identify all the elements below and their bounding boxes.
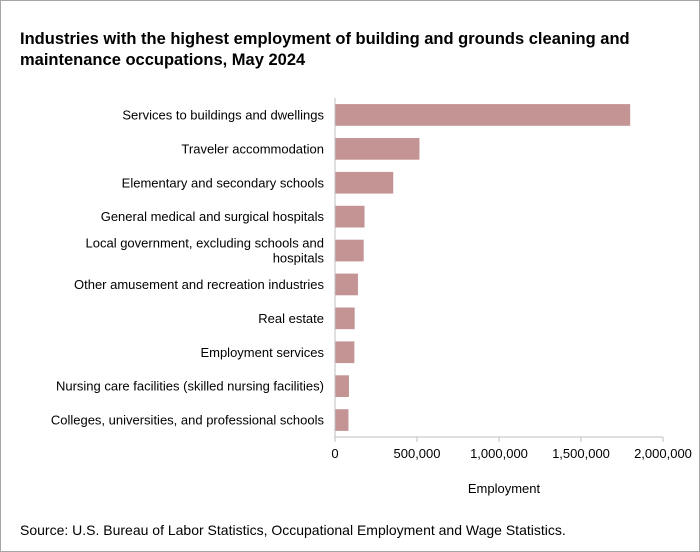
category-label: Local government, excluding schools and <box>86 236 324 251</box>
category-label: Nursing care facilities (skilled nursing… <box>56 379 324 394</box>
x-ticks-group: 0 500,000 1,000,000 1,500,000 2,000,000 <box>331 437 692 461</box>
category-label: Elementary and secondary schools <box>122 175 325 190</box>
x-tick-label: 1,000,000 <box>470 446 528 461</box>
bar <box>335 375 349 397</box>
chart-title: Industries with the highest employment o… <box>20 30 630 69</box>
x-tick-label: 0 <box>331 446 338 461</box>
category-label: hospitals <box>273 251 325 266</box>
bar <box>335 307 355 330</box>
bar <box>335 171 394 194</box>
bar <box>335 273 358 296</box>
category-label: Real estate <box>258 311 324 326</box>
bars-group <box>335 104 631 431</box>
bar <box>335 409 349 431</box>
bar <box>335 205 365 228</box>
source-note: Source: U.S. Bureau of Labor Statistics,… <box>20 522 566 538</box>
x-tick-label: 2,000,000 <box>634 446 692 461</box>
bar <box>335 239 364 262</box>
x-axis-title: Employment <box>468 481 541 496</box>
bar <box>335 104 631 126</box>
category-labels-group: Services to buildings and dwellings Trave… <box>51 107 325 427</box>
bar <box>335 138 420 160</box>
x-tick-label: 1,500,000 <box>552 446 610 461</box>
category-label: Services to buildings and dwellings <box>122 107 324 122</box>
category-label: General medical and surgical hospitals <box>101 209 325 224</box>
x-tick-label: 500,000 <box>394 446 441 461</box>
category-label: Colleges, universities, and professional… <box>51 413 325 428</box>
category-label: Other amusement and recreation industrie… <box>74 277 325 292</box>
category-label: Employment services <box>200 345 324 360</box>
bar <box>335 341 355 364</box>
category-label: Traveler accommodation <box>181 141 324 156</box>
